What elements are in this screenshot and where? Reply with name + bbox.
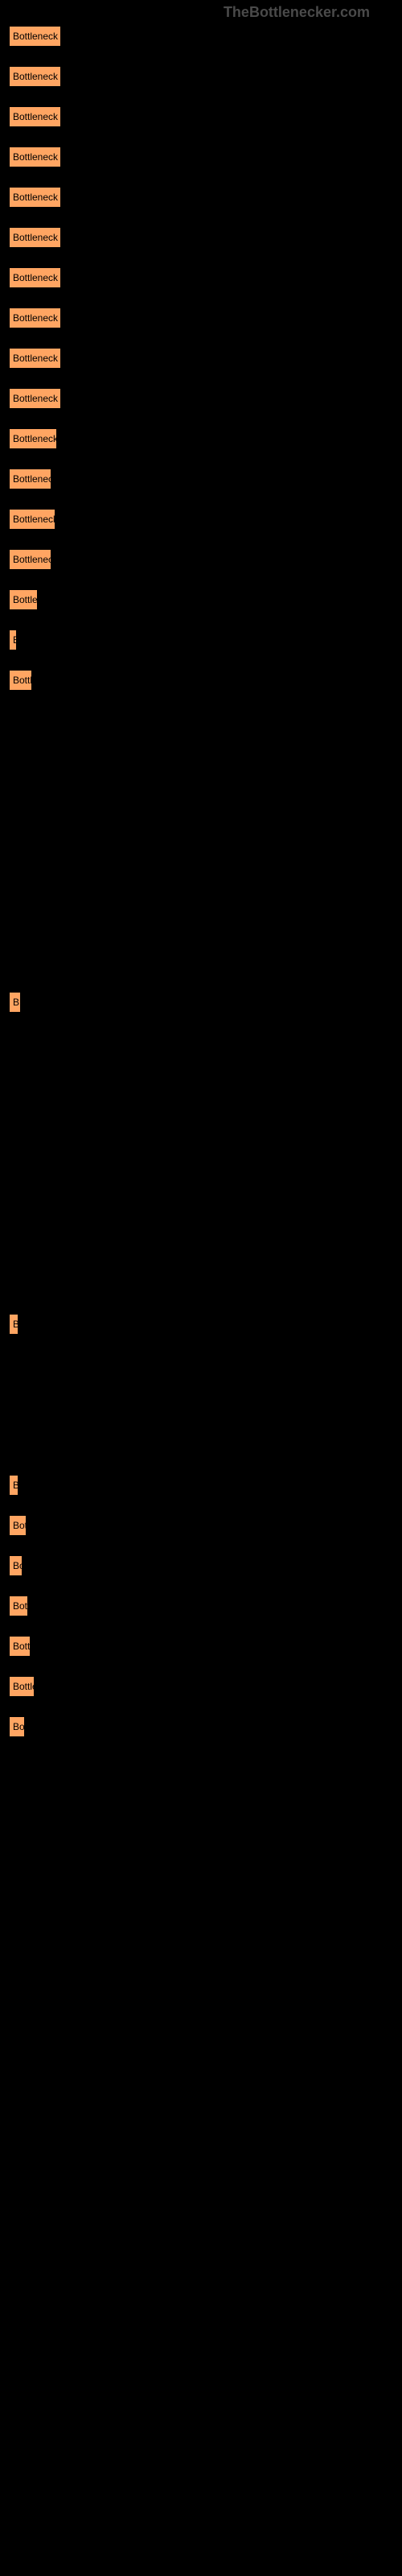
bar-row: Bottleneck re bbox=[8, 307, 394, 329]
bar-row: Bottleneck res bbox=[8, 186, 394, 208]
bar: Bottleneck bbox=[8, 468, 52, 490]
bar-row bbox=[8, 1232, 394, 1255]
bar-row: B bbox=[8, 629, 394, 651]
bar-row bbox=[8, 709, 394, 732]
bar: Bottleneck re bbox=[8, 307, 62, 329]
bar-label: Bo bbox=[13, 1721, 25, 1732]
bar-label: Bottleneck bbox=[13, 473, 52, 485]
bar-label: B bbox=[13, 997, 19, 1008]
bar-row: Bottleneck res bbox=[8, 105, 394, 128]
bar-row: Bottleneck re bbox=[8, 146, 394, 168]
bar: Bottleneck bbox=[8, 508, 56, 530]
bar-label: Bottleneck res bbox=[13, 192, 62, 203]
bar: B bbox=[8, 1313, 19, 1335]
bar-label: Bottleneck re bbox=[13, 353, 62, 364]
bar-row bbox=[8, 1192, 394, 1215]
bar-label: Bo bbox=[13, 1560, 23, 1571]
bar-row: Bottleneck re bbox=[8, 387, 394, 410]
bar-label: Bottleneck res bbox=[13, 31, 62, 42]
bar-row bbox=[8, 870, 394, 893]
bar-row: Bottleneck bbox=[8, 508, 394, 530]
bar-row: B bbox=[8, 991, 394, 1013]
bar-row: Bo bbox=[8, 1554, 394, 1577]
bar-row: Bottleneck res bbox=[8, 65, 394, 88]
bar-label: Bottleneck re bbox=[13, 151, 62, 163]
bar: Bottl bbox=[8, 669, 33, 691]
bar-label: B bbox=[13, 1319, 19, 1330]
bar: Bottleneck re bbox=[8, 387, 62, 410]
bar-label: Bot bbox=[13, 1600, 27, 1612]
bar-label: Bottleneck res bbox=[13, 111, 62, 122]
bar-row bbox=[8, 1152, 394, 1174]
bar: Bot bbox=[8, 1514, 27, 1537]
bar-row: Bottl bbox=[8, 669, 394, 691]
bar-row bbox=[8, 1353, 394, 1376]
bar-row: Bottleneck bbox=[8, 548, 394, 571]
bar: B bbox=[8, 1474, 19, 1496]
bar-row: Bott bbox=[8, 1635, 394, 1657]
bar: Bottleneck res bbox=[8, 105, 62, 128]
bar-row: Bottleneck res bbox=[8, 25, 394, 47]
bar-row bbox=[8, 749, 394, 772]
bar-row: Bo bbox=[8, 1715, 394, 1738]
bar-label: Bott bbox=[13, 1641, 30, 1652]
bar: Bo bbox=[8, 1715, 26, 1738]
bar-label: Bottle bbox=[13, 1681, 35, 1692]
bar: Bottleneck res bbox=[8, 25, 62, 47]
bar-row: Bottleneck bbox=[8, 468, 394, 490]
bar: Bo bbox=[8, 1554, 23, 1577]
bar-row: Bottleneck res bbox=[8, 266, 394, 289]
bar-label: Bottleneck bbox=[13, 514, 56, 525]
bar-label: B bbox=[13, 1480, 19, 1491]
bar: Bottleneck re bbox=[8, 347, 62, 369]
bar: Bottleneck re bbox=[8, 226, 62, 249]
bar: Bottler bbox=[8, 588, 39, 611]
bar: Bottleneck res bbox=[8, 65, 62, 88]
bar-row bbox=[8, 1434, 394, 1456]
bar-row: Bottle bbox=[8, 1675, 394, 1698]
bar-row: B bbox=[8, 1313, 394, 1335]
bar-row bbox=[8, 1031, 394, 1054]
bar-row: Bottleneck re bbox=[8, 347, 394, 369]
bar-row: B bbox=[8, 1474, 394, 1496]
bar-row: Bot bbox=[8, 1595, 394, 1617]
bar-label: Bottl bbox=[13, 675, 32, 686]
bar-label: Bottleneck r bbox=[13, 433, 58, 444]
bar-label: Bottleneck re bbox=[13, 312, 62, 324]
bar-row: Bot bbox=[8, 1514, 394, 1537]
bar-label: B bbox=[13, 634, 18, 646]
bar: Bottleneck res bbox=[8, 266, 62, 289]
bar-row bbox=[8, 1273, 394, 1295]
bar: B bbox=[8, 991, 22, 1013]
bar-row bbox=[8, 951, 394, 973]
bar-label: Bottleneck re bbox=[13, 393, 62, 404]
bar-row bbox=[8, 790, 394, 812]
bar: Bottleneck re bbox=[8, 146, 62, 168]
bar-row bbox=[8, 830, 394, 852]
bar-label: Bot bbox=[13, 1520, 27, 1531]
bar-row: Bottler bbox=[8, 588, 394, 611]
bar: Bot bbox=[8, 1595, 29, 1617]
watermark-text: TheBottlenecker.com bbox=[0, 0, 402, 25]
bar-row bbox=[8, 1112, 394, 1134]
bar: Bottle bbox=[8, 1675, 35, 1698]
bar: Bottleneck r bbox=[8, 427, 58, 450]
bar: Bottleneck bbox=[8, 548, 52, 571]
bar-label: Bottleneck bbox=[13, 554, 52, 565]
bar-label: Bottleneck res bbox=[13, 272, 62, 283]
bar-row bbox=[8, 1071, 394, 1094]
bar-row bbox=[8, 1393, 394, 1416]
bar: B bbox=[8, 629, 18, 651]
bar-label: Bottleneck res bbox=[13, 71, 62, 82]
bar-label: Bottleneck re bbox=[13, 232, 62, 243]
bar: Bott bbox=[8, 1635, 31, 1657]
bar-chart-container: Bottleneck res Bottleneck res Bottleneck r… bbox=[0, 25, 402, 1738]
bar-row: Bottleneck r bbox=[8, 427, 394, 450]
bar-label: Bottler bbox=[13, 594, 39, 605]
bar: Bottleneck res bbox=[8, 186, 62, 208]
bar-row: Bottleneck re bbox=[8, 226, 394, 249]
bar-row bbox=[8, 910, 394, 933]
